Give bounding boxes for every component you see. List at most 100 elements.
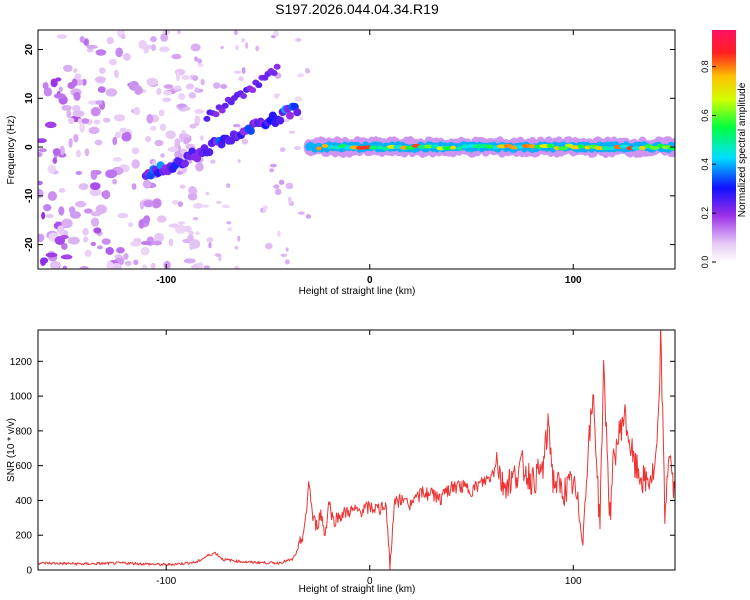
colorbar-tick-label: 0.4 xyxy=(700,158,710,171)
noise-blob xyxy=(106,36,115,45)
noise-blob xyxy=(133,259,139,266)
noise-blob xyxy=(139,200,145,210)
noise-blob xyxy=(189,123,197,129)
ridge-peak xyxy=(456,146,463,151)
ridge-blob xyxy=(255,82,263,89)
noise-blob xyxy=(195,231,200,236)
noise-blob xyxy=(220,84,228,89)
noise-blob xyxy=(134,85,143,95)
ridge-blob xyxy=(270,70,278,77)
noise-blob xyxy=(75,149,81,158)
noise-blob xyxy=(274,93,279,99)
noise-blob xyxy=(216,200,222,204)
noise-blob xyxy=(49,260,61,269)
noise-blob xyxy=(112,157,122,162)
noise-blob xyxy=(90,241,97,247)
noise-blob xyxy=(90,182,101,190)
noise-blob xyxy=(200,135,204,141)
noise-blob xyxy=(56,34,68,39)
noise-blob xyxy=(173,85,182,91)
noise-blob xyxy=(86,44,98,49)
noise-blob xyxy=(42,82,49,90)
noise-blob xyxy=(227,227,233,232)
noise-blob xyxy=(79,122,86,133)
ridge-blob xyxy=(205,148,214,157)
ridge-peak xyxy=(368,145,379,150)
noise-blob xyxy=(68,138,73,148)
y-tick-label: 1000 xyxy=(10,392,33,403)
noise-blob xyxy=(82,227,89,236)
noise-blob xyxy=(61,104,72,111)
noise-blob xyxy=(89,188,102,197)
noise-blob xyxy=(285,182,294,190)
y-tick-label: 800 xyxy=(15,426,32,437)
ridge-blob xyxy=(212,111,220,118)
noise-blob xyxy=(234,70,241,74)
noise-blob xyxy=(262,207,267,213)
noise-blob xyxy=(93,119,101,125)
snr-x-ticks: -100 0 100 xyxy=(156,330,582,587)
noise-blob xyxy=(82,236,89,243)
noise-blob xyxy=(105,169,118,179)
noise-blob xyxy=(183,225,192,233)
noise-blob xyxy=(273,184,280,189)
noise-blob xyxy=(165,130,176,140)
y-tick-label: 20 xyxy=(24,44,35,56)
ridge-peak xyxy=(327,145,335,150)
ridge-blob xyxy=(240,93,248,100)
noise-blob xyxy=(289,130,295,134)
noise-blob xyxy=(53,93,66,99)
ridge-peak xyxy=(528,144,537,149)
noise-blob xyxy=(269,168,275,173)
noise-blob xyxy=(123,252,129,260)
noise-blob xyxy=(160,153,165,158)
y-tick-label: 400 xyxy=(15,496,32,507)
ridge-blob xyxy=(146,171,155,180)
noise-blob xyxy=(117,212,129,219)
noise-blob xyxy=(58,206,65,216)
noise-blob xyxy=(182,136,189,145)
noise-blob xyxy=(131,147,140,155)
noise-blob xyxy=(189,238,201,249)
noise-blob xyxy=(193,202,204,209)
noise-blob xyxy=(154,139,164,147)
noise-blob xyxy=(146,77,159,86)
noise-blob xyxy=(241,67,246,74)
snr-x-label: Height of straight line (km) xyxy=(299,584,416,595)
noise-blob xyxy=(192,216,199,221)
ridge-blob xyxy=(246,126,255,135)
noise-blob xyxy=(61,218,73,229)
noise-blob xyxy=(222,204,230,209)
noise-blob xyxy=(114,69,119,79)
noise-blob xyxy=(192,75,199,82)
spectrogram-y-label: Frequency (Hz) xyxy=(6,116,17,185)
noise-blob xyxy=(177,221,186,225)
spectrogram-frame xyxy=(37,29,676,270)
noise-blob xyxy=(177,138,184,143)
snr-y-ticks: 0 200 400 600 800 1000 1200 xyxy=(10,357,675,577)
noise-blob xyxy=(153,232,165,243)
noise-blob xyxy=(182,106,191,111)
noise-blob xyxy=(138,219,145,229)
noise-blob xyxy=(220,45,224,50)
ridge-blob xyxy=(218,107,226,114)
ridge-blob xyxy=(249,87,257,94)
colorbar-label: Normalized spectral amplitude xyxy=(737,82,748,217)
noise-blob xyxy=(241,38,245,43)
noise-blob xyxy=(159,123,166,131)
noise-blob xyxy=(43,87,53,97)
noise-blob xyxy=(151,44,157,52)
noise-blob xyxy=(208,242,212,249)
ridge-peak xyxy=(558,146,569,151)
snr-y-label: SNR (10 * v/v) xyxy=(6,418,17,482)
noise-blob xyxy=(38,233,45,243)
colorbar: 0.0 0.2 0.4 0.6 0.8 Normalized spectral ampl… xyxy=(700,30,748,268)
noise-blob xyxy=(285,247,289,252)
noise-blob xyxy=(73,133,79,143)
noise-blob xyxy=(101,238,111,245)
noise-blob xyxy=(79,266,90,269)
noise-blob xyxy=(188,186,197,195)
noise-blob xyxy=(133,107,141,116)
noise-blob xyxy=(77,118,82,124)
noise-blob xyxy=(226,221,232,225)
